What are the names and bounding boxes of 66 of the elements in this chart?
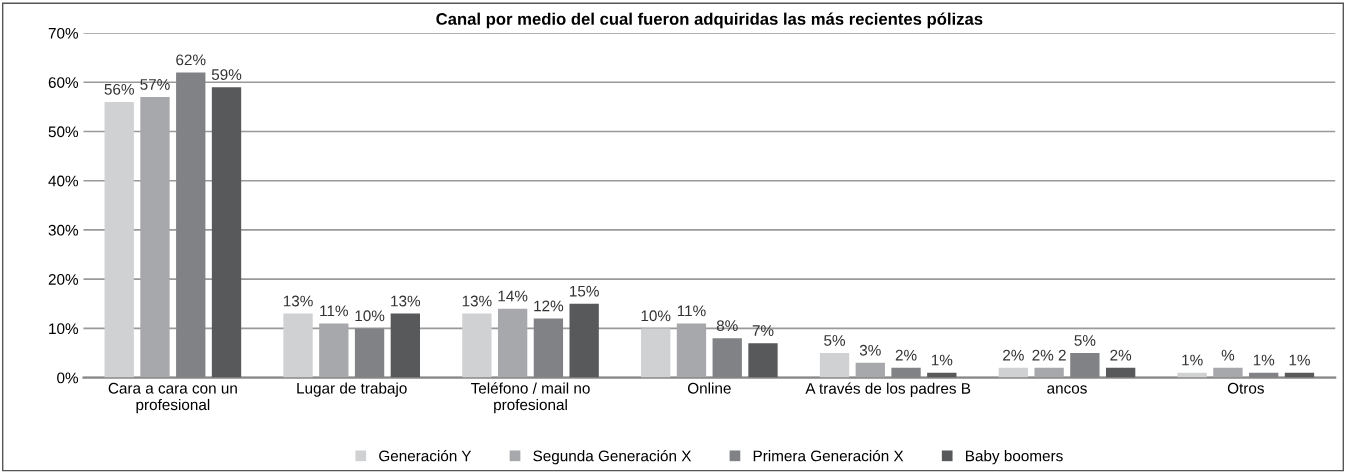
data-label: 5% <box>1074 335 1096 346</box>
y-tick-label: 30% <box>48 224 79 236</box>
legend-label: Generación Y <box>379 449 472 462</box>
data-label: 1% <box>1182 354 1203 366</box>
y-tick-label: 70% <box>48 27 79 39</box>
y-tick-label: 50% <box>48 126 79 138</box>
data-label: 1% <box>1253 354 1275 366</box>
bar <box>998 367 1029 378</box>
y-tick-label: 10% <box>49 323 79 335</box>
x-tick-label: Cara a cara con un profesional <box>108 382 237 414</box>
bar <box>497 308 528 378</box>
data-label: 2% <box>1003 349 1024 361</box>
x-tick-label: Teléfono / mail no profesional <box>471 382 590 414</box>
bar <box>104 101 134 378</box>
legend-label: Segunda Generación X <box>533 449 692 465</box>
data-label: 15% <box>570 285 599 297</box>
data-label: 11% <box>677 305 706 317</box>
x-tick-label: Lugar de trabajo <box>297 382 407 397</box>
data-label: 57% <box>140 79 170 90</box>
y-tick-label: 20% <box>48 274 79 285</box>
legend-label: Baby boomers <box>966 450 1063 465</box>
data-label: 13% <box>391 295 421 307</box>
bar <box>748 343 778 378</box>
bar <box>819 352 850 378</box>
data-label: 2% 2 <box>1032 349 1066 361</box>
data-label: 13% <box>462 295 492 307</box>
data-label: 8% <box>716 320 738 332</box>
bar <box>319 323 349 378</box>
data-label: 14% <box>498 290 528 302</box>
bar <box>569 303 599 378</box>
x-tick-label: A través de los padres B <box>805 382 971 397</box>
data-label: 2% <box>895 349 917 361</box>
data-label: % <box>1221 349 1235 361</box>
chart-title: Canal por medio del cual fueron adquiridas las más recientes pólizas <box>436 12 983 29</box>
data-label: 1% <box>1289 354 1310 366</box>
x-tick-label: ancos <box>1047 385 1087 394</box>
bar <box>462 313 492 378</box>
data-label: 10% <box>641 310 671 322</box>
bar <box>211 87 242 378</box>
bar <box>676 323 707 378</box>
y-tick-label: 40% <box>48 175 79 187</box>
data-label: 3% <box>859 344 881 356</box>
data-label: 11% <box>320 305 348 317</box>
data-label: 1% <box>931 354 953 366</box>
legend-label: Primera Generación X <box>753 449 904 462</box>
bar <box>641 328 671 378</box>
x-tick-label: Otros <box>1227 382 1264 394</box>
bar <box>1105 367 1136 378</box>
data-label: 59% <box>211 69 242 80</box>
bar <box>1034 367 1064 378</box>
y-tick-label: 60% <box>48 77 79 88</box>
x-tick-label: Online <box>687 382 731 394</box>
data-label: 62% <box>176 54 206 66</box>
y-tick-label: 0% <box>57 372 79 384</box>
data-label: 12% <box>534 300 564 312</box>
data-label: 2% <box>1110 349 1132 361</box>
data-label: 5% <box>824 335 846 346</box>
data-label: 7% <box>752 325 774 336</box>
data-label: 10% <box>355 310 385 322</box>
bar <box>140 97 170 378</box>
bar <box>283 313 313 378</box>
bar <box>855 362 885 378</box>
data-label: 56% <box>104 83 134 95</box>
data-label: 13% <box>283 295 313 307</box>
bar <box>1213 367 1243 378</box>
bar <box>390 313 420 378</box>
